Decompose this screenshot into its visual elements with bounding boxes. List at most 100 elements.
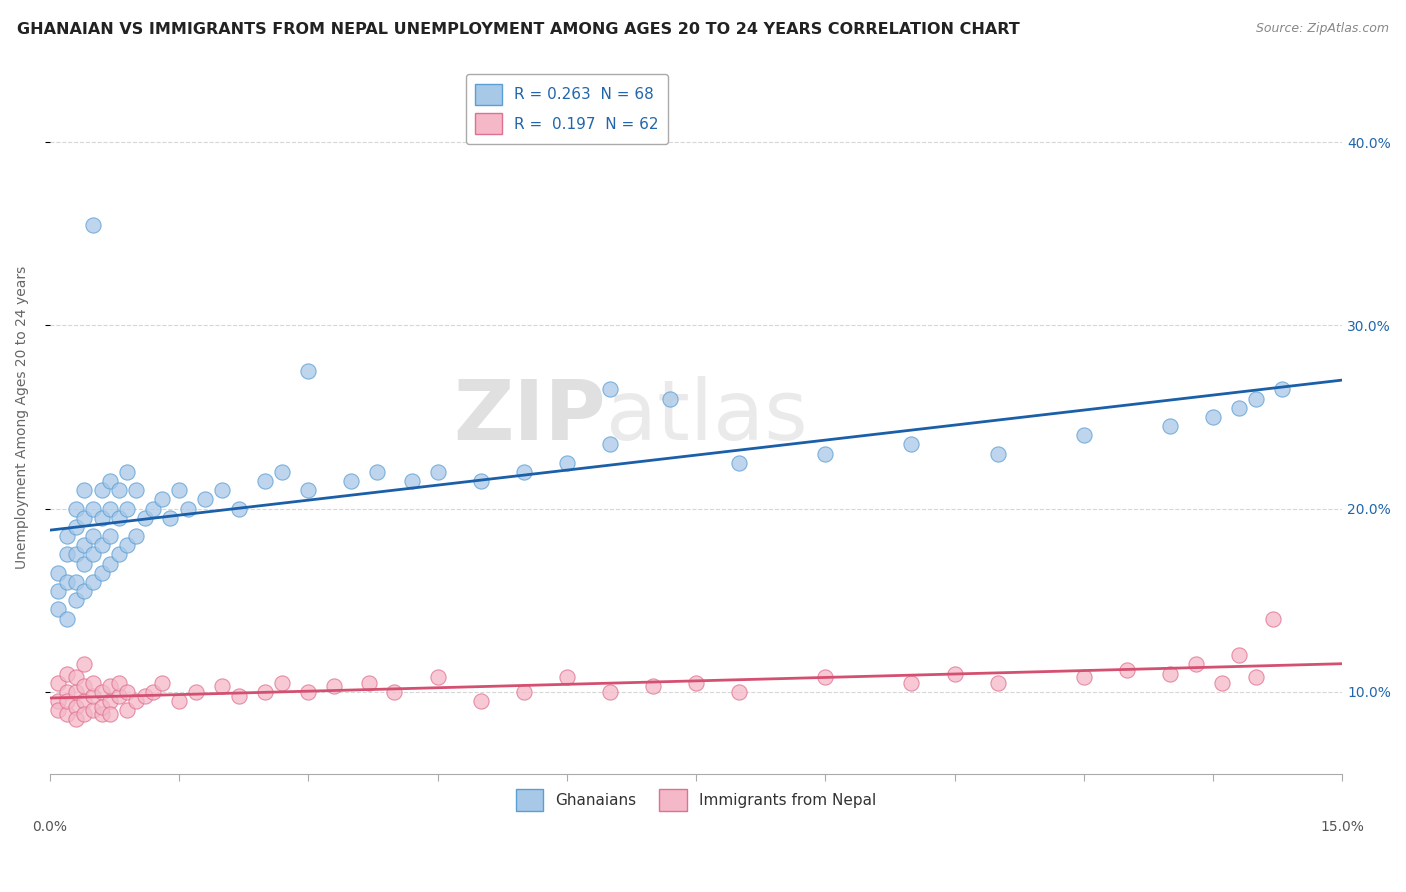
Point bbox=[56, 694, 79, 708]
Point bbox=[228, 689, 250, 703]
Point bbox=[1244, 670, 1267, 684]
Point bbox=[271, 465, 294, 479]
Point bbox=[512, 685, 534, 699]
Point bbox=[211, 483, 233, 498]
Y-axis label: Unemployment Among Ages 20 to 24 years: Unemployment Among Ages 20 to 24 years bbox=[15, 265, 30, 568]
Point bbox=[943, 666, 966, 681]
Point bbox=[65, 574, 87, 589]
Point bbox=[1115, 663, 1137, 677]
Point bbox=[73, 510, 96, 524]
Point bbox=[56, 706, 79, 721]
Text: GHANAIAN VS IMMIGRANTS FROM NEPAL UNEMPLOYMENT AMONG AGES 20 TO 24 YEARS CORRELA: GHANAIAN VS IMMIGRANTS FROM NEPAL UNEMPL… bbox=[17, 22, 1019, 37]
Point bbox=[134, 689, 156, 703]
Point bbox=[1211, 675, 1233, 690]
Point bbox=[73, 680, 96, 694]
Point bbox=[48, 584, 70, 599]
Point bbox=[254, 685, 277, 699]
Point bbox=[56, 574, 79, 589]
Point bbox=[82, 703, 104, 717]
Point bbox=[900, 437, 922, 451]
Point bbox=[323, 680, 346, 694]
Point bbox=[65, 670, 87, 684]
Point bbox=[1263, 611, 1285, 625]
Text: Source: ZipAtlas.com: Source: ZipAtlas.com bbox=[1256, 22, 1389, 36]
Point bbox=[254, 474, 277, 488]
Point bbox=[599, 437, 621, 451]
Point bbox=[1271, 383, 1294, 397]
Point bbox=[555, 456, 578, 470]
Point bbox=[176, 501, 198, 516]
Point bbox=[1073, 428, 1095, 442]
Point bbox=[340, 474, 363, 488]
Point bbox=[90, 699, 112, 714]
Point bbox=[599, 383, 621, 397]
Point bbox=[900, 675, 922, 690]
Point bbox=[426, 465, 449, 479]
Point bbox=[814, 670, 837, 684]
Point bbox=[599, 685, 621, 699]
Point bbox=[56, 548, 79, 562]
Point bbox=[271, 675, 294, 690]
Point bbox=[73, 483, 96, 498]
Point bbox=[107, 689, 129, 703]
Point bbox=[1159, 666, 1181, 681]
Point bbox=[48, 675, 70, 690]
Point bbox=[1244, 392, 1267, 406]
Point bbox=[107, 510, 129, 524]
Point bbox=[82, 218, 104, 232]
Point bbox=[117, 465, 139, 479]
Point bbox=[194, 492, 217, 507]
Point bbox=[125, 529, 148, 543]
Point bbox=[65, 712, 87, 726]
Point bbox=[641, 680, 664, 694]
Point bbox=[48, 694, 70, 708]
Point bbox=[82, 689, 104, 703]
Point bbox=[1227, 648, 1250, 663]
Point bbox=[1073, 670, 1095, 684]
Point bbox=[167, 483, 190, 498]
Point bbox=[90, 685, 112, 699]
Point bbox=[82, 501, 104, 516]
Point bbox=[728, 685, 751, 699]
Point bbox=[48, 566, 70, 580]
Point bbox=[1184, 657, 1206, 672]
Point bbox=[48, 703, 70, 717]
Point bbox=[401, 474, 423, 488]
Point bbox=[107, 548, 129, 562]
Point bbox=[107, 675, 129, 690]
Point bbox=[125, 694, 148, 708]
Point bbox=[90, 510, 112, 524]
Text: 15.0%: 15.0% bbox=[1320, 820, 1364, 834]
Point bbox=[150, 492, 173, 507]
Point bbox=[73, 538, 96, 552]
Point bbox=[987, 675, 1010, 690]
Point bbox=[56, 666, 79, 681]
Point bbox=[134, 510, 156, 524]
Point bbox=[357, 675, 380, 690]
Point bbox=[73, 584, 96, 599]
Point bbox=[297, 483, 319, 498]
Point bbox=[117, 538, 139, 552]
Point bbox=[82, 548, 104, 562]
Point bbox=[512, 465, 534, 479]
Point bbox=[98, 694, 121, 708]
Point bbox=[167, 694, 190, 708]
Point bbox=[82, 574, 104, 589]
Point bbox=[98, 529, 121, 543]
Point bbox=[98, 706, 121, 721]
Point bbox=[65, 548, 87, 562]
Point bbox=[228, 501, 250, 516]
Point bbox=[384, 685, 406, 699]
Point bbox=[73, 706, 96, 721]
Legend: Ghanaians, Immigrants from Nepal: Ghanaians, Immigrants from Nepal bbox=[509, 783, 883, 817]
Point bbox=[555, 670, 578, 684]
Point bbox=[73, 657, 96, 672]
Point bbox=[65, 685, 87, 699]
Point bbox=[297, 364, 319, 378]
Point bbox=[73, 694, 96, 708]
Point bbox=[728, 456, 751, 470]
Point bbox=[117, 703, 139, 717]
Point bbox=[117, 685, 139, 699]
Point bbox=[82, 529, 104, 543]
Point bbox=[82, 675, 104, 690]
